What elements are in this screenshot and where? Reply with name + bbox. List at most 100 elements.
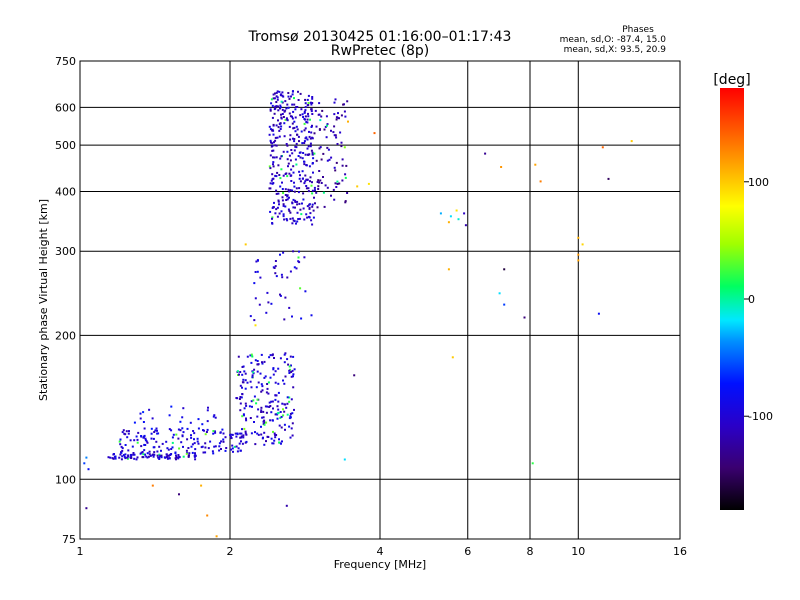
data-point	[278, 441, 281, 444]
data-point	[278, 90, 281, 93]
data-point	[255, 386, 258, 389]
data-point	[332, 131, 335, 134]
data-point	[286, 158, 289, 161]
data-point	[273, 156, 276, 159]
data-point	[291, 93, 294, 96]
data-point	[119, 438, 122, 441]
data-point	[271, 182, 274, 185]
data-point	[297, 260, 300, 263]
data-point	[297, 90, 299, 93]
data-point	[294, 108, 297, 111]
data-point	[284, 296, 287, 299]
data-point	[293, 103, 296, 106]
data-point	[282, 215, 285, 218]
data-point	[282, 204, 285, 207]
data-point	[268, 165, 271, 168]
data-point	[288, 190, 291, 193]
data-point	[120, 445, 123, 448]
data-point	[264, 375, 267, 378]
data-point	[295, 146, 298, 149]
data-point	[156, 454, 159, 457]
data-point	[304, 102, 307, 105]
data-point	[288, 400, 291, 403]
x-tick-label: 4	[377, 545, 384, 558]
data-point	[293, 126, 296, 129]
data-point	[284, 118, 287, 121]
data-point	[240, 396, 243, 399]
data-point	[243, 370, 246, 373]
data-point	[294, 206, 296, 209]
data-point	[333, 166, 336, 169]
data-point	[340, 141, 343, 144]
data-point	[306, 205, 309, 208]
colorbar-label: [deg]	[713, 72, 750, 88]
data-point	[292, 375, 294, 378]
data-point	[137, 431, 140, 434]
y-tick-label: 100	[55, 473, 76, 486]
data-point	[178, 493, 180, 496]
data-point	[286, 150, 289, 153]
data-point	[288, 97, 291, 100]
data-point	[241, 442, 244, 445]
data-point	[274, 370, 277, 373]
data-point	[153, 451, 156, 454]
data-point	[289, 115, 292, 118]
data-point	[196, 437, 199, 440]
data-point	[322, 176, 324, 178]
data-point	[309, 145, 312, 148]
data-point	[303, 142, 306, 144]
data-point	[310, 108, 313, 111]
data-point	[152, 453, 155, 456]
data-point	[133, 453, 136, 456]
data-point	[274, 212, 277, 215]
data-point	[307, 115, 310, 118]
data-point	[178, 447, 181, 450]
data-point	[285, 143, 288, 145]
data-point	[282, 150, 285, 153]
data-point	[235, 435, 238, 438]
data-point	[307, 102, 310, 104]
data-point	[281, 94, 284, 97]
data-point	[275, 95, 278, 98]
data-point	[324, 125, 327, 128]
data-point	[310, 314, 313, 317]
data-point	[142, 421, 145, 423]
data-point	[126, 436, 129, 439]
data-point	[280, 426, 283, 429]
data-point	[523, 316, 526, 319]
data-point	[284, 109, 287, 112]
data-point	[171, 441, 174, 444]
data-point	[231, 433, 234, 436]
data-point	[346, 192, 349, 194]
data-point	[243, 407, 246, 410]
data-point	[298, 217, 301, 220]
data-point	[581, 243, 584, 246]
data-point	[313, 196, 315, 199]
data-point	[310, 219, 313, 222]
data-point	[290, 180, 293, 182]
chart-subtitle: RwPretec (8p)	[331, 43, 429, 59]
data-point	[277, 126, 280, 129]
data-point	[308, 165, 311, 168]
data-point	[288, 210, 291, 212]
data-point	[290, 427, 293, 430]
data-point	[344, 176, 347, 179]
data-point	[279, 416, 282, 419]
data-point	[267, 381, 270, 384]
data-point	[206, 420, 209, 423]
data-point	[145, 440, 148, 443]
data-point	[229, 434, 232, 436]
data-point	[218, 442, 221, 445]
data-point	[147, 455, 150, 458]
data-point	[279, 411, 282, 413]
data-point	[270, 302, 273, 305]
data-point	[218, 449, 221, 452]
data-point	[333, 134, 336, 137]
data-point	[269, 167, 272, 170]
data-point	[338, 117, 340, 120]
data-point	[272, 149, 275, 152]
data-point	[324, 184, 327, 187]
data-point	[191, 451, 194, 454]
y-tick-label: 750	[55, 55, 76, 68]
